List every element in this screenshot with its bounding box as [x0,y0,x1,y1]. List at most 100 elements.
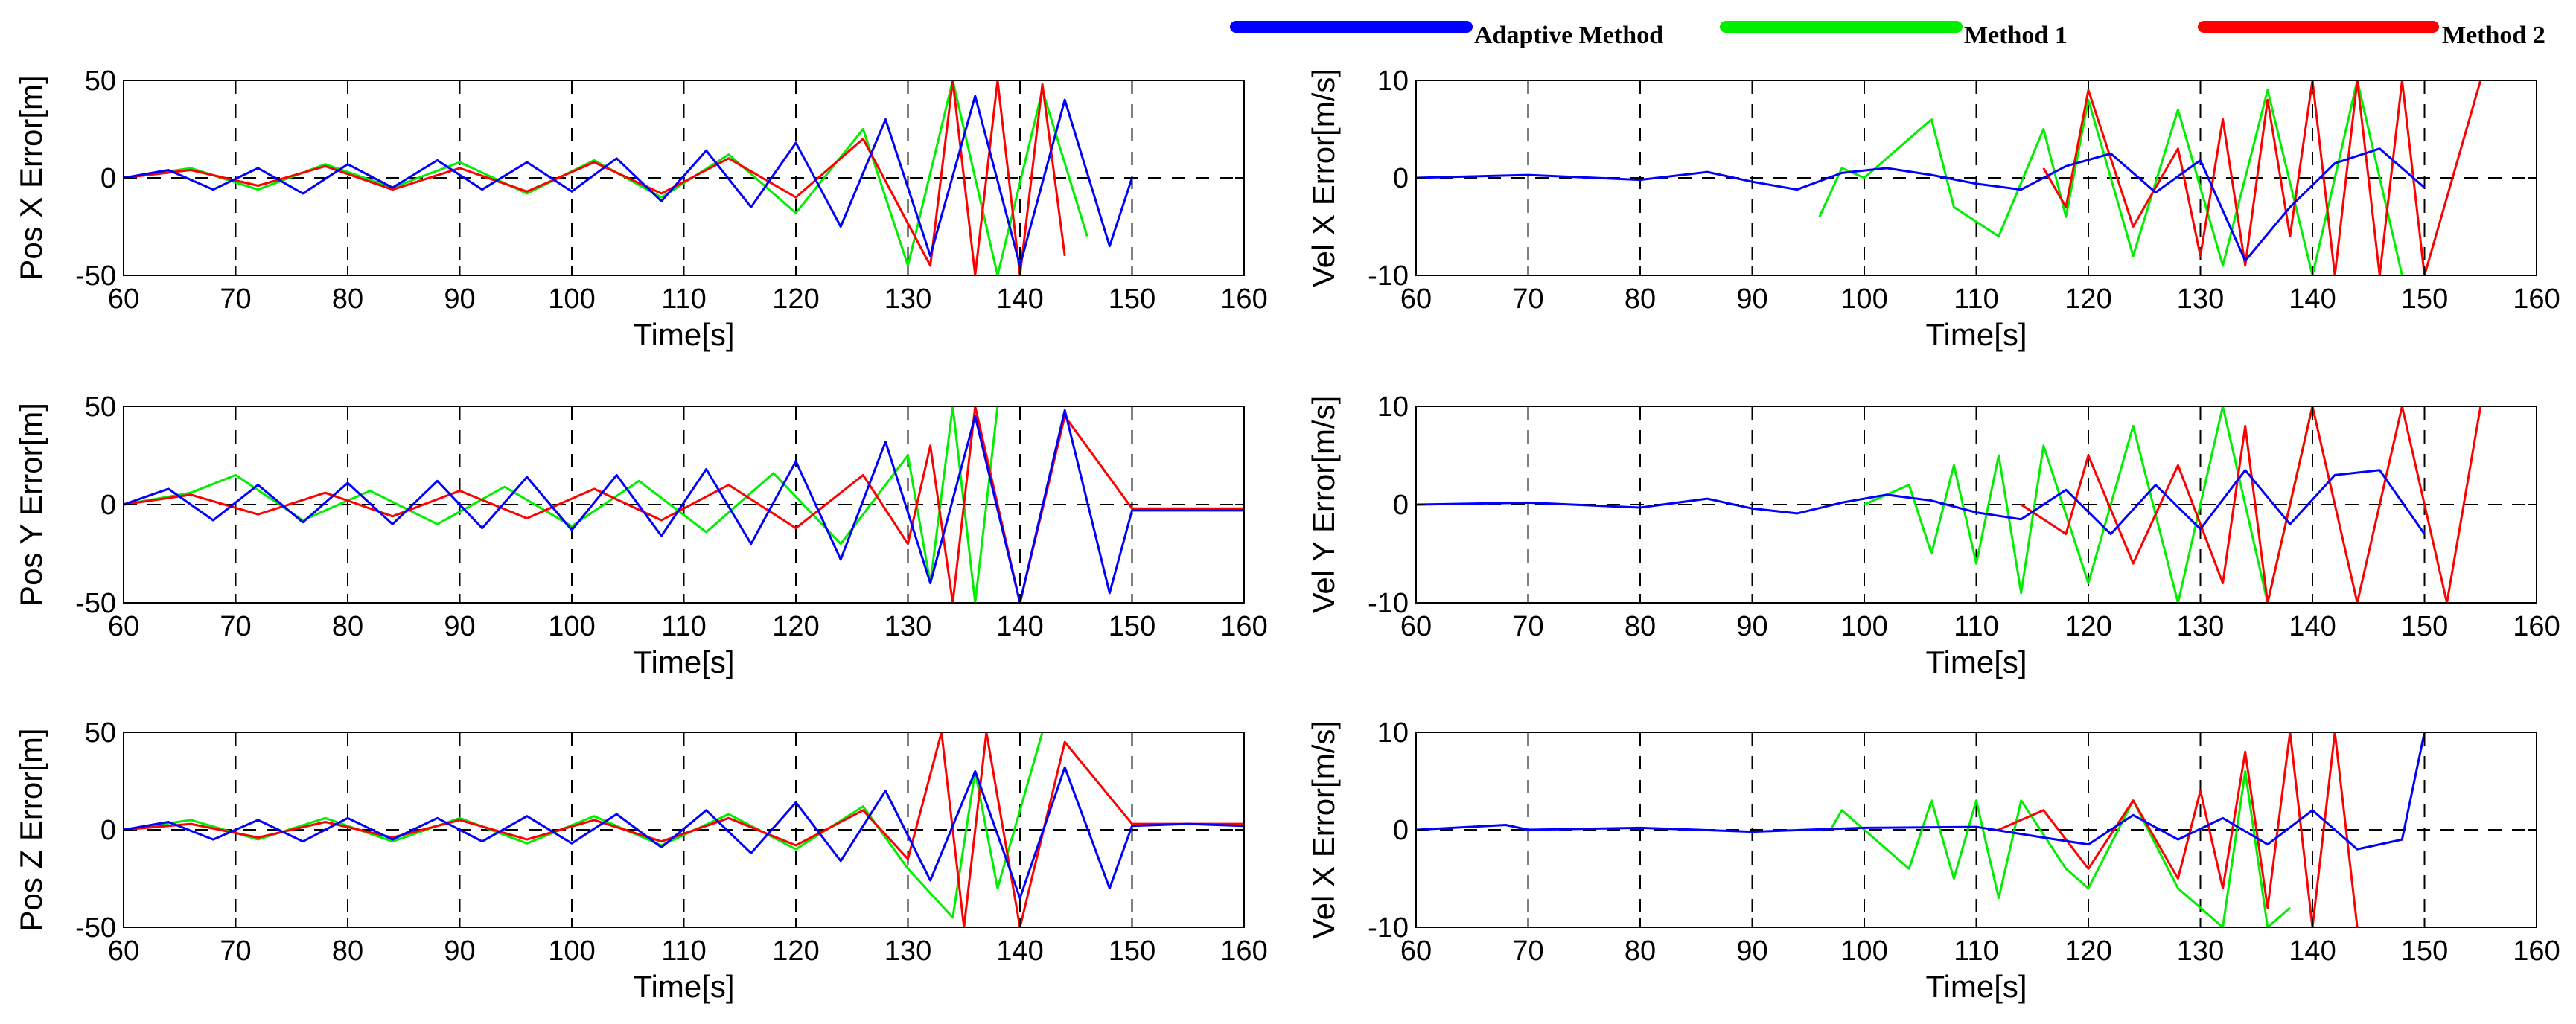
legend-label-1: Method 1 [1964,22,2068,49]
x-axis-label: Time[s] [1925,969,2027,1004]
series-line-adaptive-method [124,409,1244,603]
series-line-adaptive-method [124,766,1244,900]
y-axis-label: Pos Y Error[m] [13,403,48,607]
y-tick-label: 0 [101,490,116,521]
x-tick-label: 70 [1512,284,1543,315]
y-tick-label: -50 [75,912,116,944]
panels: 60 70 80 90 100 110 120 130 140 150 160500-50Time[… [13,65,2560,1004]
x-tick-label: 130 [2177,611,2224,642]
x-tick-label: 160 [2513,935,2560,967]
x-tick-label: 120 [772,611,819,642]
chart-panel-1: 60 70 80 90 100 110 120 130 140 150 160100-10Time[… [1306,65,2560,352]
x-tick-label: 60 [1400,611,1432,642]
x-tick-label: 70 [220,611,251,642]
x-tick-label: 120 [2065,284,2111,315]
x-tick-label: 100 [548,611,595,642]
series-line-method-2 [2042,80,2482,275]
x-axis-label: Time[s] [1925,317,2027,352]
x-tick-label: 150 [2401,935,2448,967]
x-tick-label: 120 [772,284,819,315]
y-tick-label: -10 [1368,588,1409,619]
chart-panel-0: 60 70 80 90 100 110 120 130 140 150 160 50 0 -50 Time[… [13,65,1268,352]
x-axis-label: Time[s] [633,317,734,352]
x-tick-label: 130 [2177,935,2224,967]
chart-panel-2: 60 70 80 90 100 110 120 130 140 150 160 50 0 -50 Time[… [13,391,1268,679]
legend-label-0: Adaptive Method [1474,22,1663,49]
x-tick-label: 150 [1109,611,1155,642]
x-tick-label: 80 [1625,611,1656,642]
x-axis-label: Time[s] [633,644,734,679]
y-tick-label: -10 [1368,912,1409,944]
x-tick-label: 130 [884,284,931,315]
y-tick-label: 0 [101,163,116,194]
y-tick-label: 50 [85,391,116,423]
x-tick-label: 90 [444,284,475,315]
x-tick-label: 100 [1840,284,1887,315]
x-tick-label: 90 [1736,611,1767,642]
x-tick-label: 110 [661,611,707,642]
legend-label-2: Method 2 [2442,22,2545,49]
y-tick-label: 0 [1393,815,1409,846]
x-tick-label: 100 [548,935,595,967]
x-tick-label: 90 [444,935,475,967]
x-tick-label: 60 [108,611,139,642]
series-line-method-1 [124,732,1044,919]
y-tick-label: -50 [75,588,116,619]
x-tick-label: 160 [1220,611,1267,642]
y-tick-label: -10 [1368,260,1409,292]
y-tick-label: 0 [1393,490,1409,521]
x-tick-label: 80 [332,935,363,967]
x-tick-label: 140 [996,284,1043,315]
x-tick-label: 130 [884,611,931,642]
x-axis-label: Time[s] [633,969,734,1004]
y-axis-label: Vel X Error[m/s] [1306,720,1341,939]
x-tick-label: 160 [2513,611,2560,642]
x-tick-label: 110 [1954,284,1999,315]
x-tick-label: 70 [220,284,251,315]
x-tick-label: 130 [884,935,931,967]
y-tick-label: 50 [85,65,116,97]
chart-panel-4: 60 70 80 90 100 110 120 130 140 150 160 50 0 -50 Time[… [13,717,1268,1004]
series-line-method-1 [1818,80,2403,275]
y-tick-label: 0 [101,815,116,846]
x-tick-label: 90 [1736,284,1767,315]
series-line-adaptive-method [124,95,1133,267]
x-tick-label: 110 [661,935,707,967]
y-axis-label: Pos X Error[m] [13,75,48,280]
y-tick-label: 10 [1377,717,1409,749]
x-tick-label: 70 [220,935,251,967]
x-tick-label: 90 [1736,935,1767,967]
y-tick-label: 10 [1377,391,1409,423]
y-axis-label: Pos Z Error[m] [13,728,48,931]
y-tick-label: 0 [1393,163,1409,194]
series-line-method-2 [2020,406,2482,603]
series-line-method-1 [1864,406,2314,603]
chart-panel-5: 60 70 80 90 100 110 120 130 140 150 160100-10Time[… [1306,717,2560,1004]
x-tick-label: 140 [996,611,1043,642]
x-tick-label: 100 [1840,611,1887,642]
chart-panel-3: 60 70 80 90 100 110 120 130 140 150 160100-10Time[… [1306,391,2560,679]
x-tick-label: 150 [1109,284,1155,315]
x-tick-label: 70 [1512,611,1543,642]
x-tick-label: 80 [1625,935,1656,967]
y-axis-label: Vel Y Error[m/s] [1306,396,1341,614]
series-line-method-1 [1829,769,2291,927]
x-tick-label: 120 [2065,935,2111,967]
x-tick-label: 100 [1840,935,1887,967]
x-tick-label: 100 [548,284,595,315]
x-tick-label: 80 [1625,284,1656,315]
series-line-method-1 [124,406,999,603]
series-line-adaptive-method [1416,469,2426,536]
x-tick-label: 80 [332,284,363,315]
x-tick-label: 140 [2289,935,2336,967]
y-tick-label: 10 [1377,65,1409,97]
x-axis-label: Time[s] [1925,644,2027,679]
x-tick-label: 150 [2401,611,2448,642]
y-tick-label: -50 [75,260,116,292]
series-line-method-2 [1998,732,2359,927]
x-tick-label: 110 [661,284,707,315]
x-tick-label: 110 [1954,935,1999,967]
x-tick-label: 120 [2065,611,2111,642]
x-tick-label: 160 [1220,284,1267,315]
